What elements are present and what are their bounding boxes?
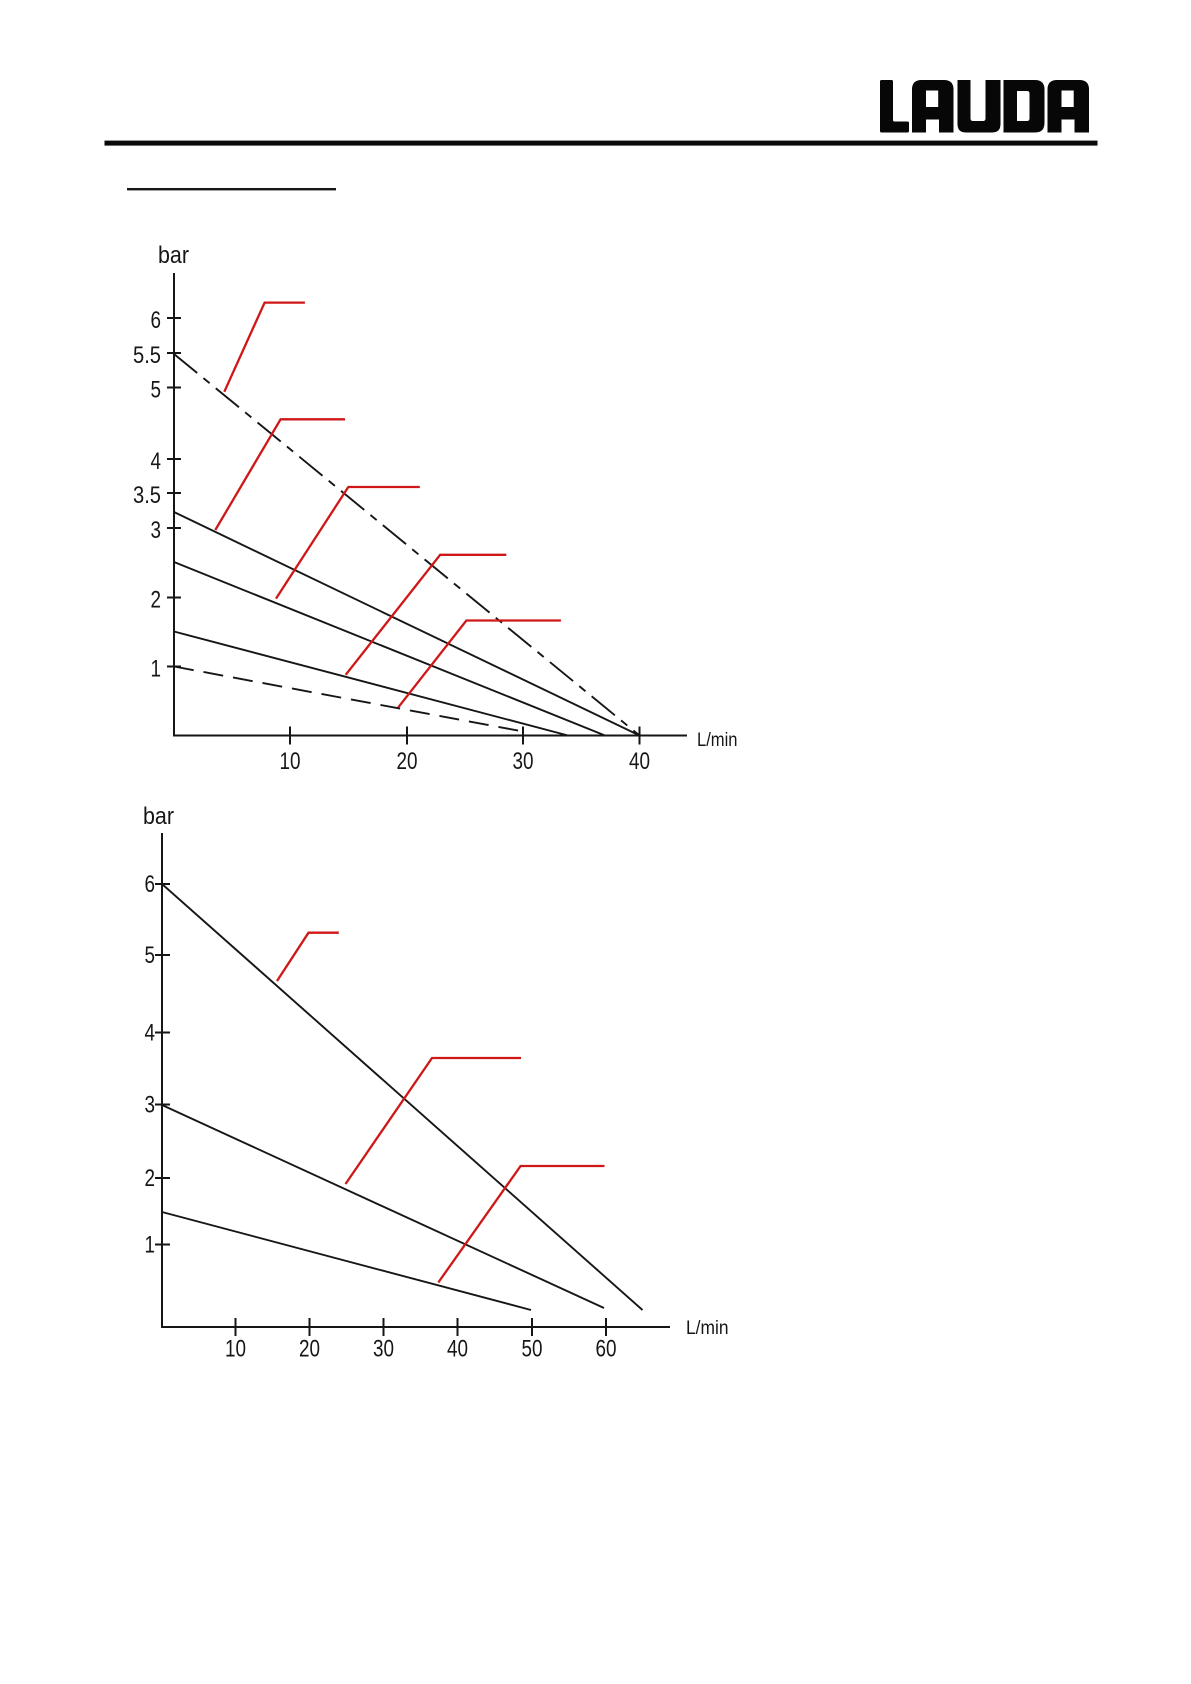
svg-text:50: 50	[522, 1336, 543, 1363]
svg-text:5: 5	[145, 942, 156, 969]
svg-text:1: 1	[151, 656, 162, 683]
svg-text:L/min: L/min	[697, 730, 738, 751]
svg-text:3: 3	[151, 517, 162, 544]
svg-text:4: 4	[151, 448, 162, 475]
svg-text:bar: bar	[143, 803, 174, 830]
svg-text:1: 1	[145, 1232, 156, 1259]
svg-text:5.5: 5.5	[133, 342, 161, 369]
svg-text:40: 40	[447, 1336, 468, 1363]
svg-text:6: 6	[145, 871, 156, 898]
svg-text:10: 10	[225, 1336, 246, 1363]
svg-text:2: 2	[145, 1165, 156, 1192]
svg-text:30: 30	[373, 1336, 394, 1363]
svg-text:3.5: 3.5	[133, 482, 161, 509]
svg-text:4: 4	[145, 1020, 156, 1047]
svg-text:bar: bar	[158, 242, 189, 269]
svg-text:60: 60	[596, 1336, 617, 1363]
svg-text:20: 20	[397, 748, 418, 775]
svg-text:40: 40	[629, 748, 650, 775]
svg-text:30: 30	[513, 748, 534, 775]
svg-text:2: 2	[151, 587, 162, 614]
svg-text:5: 5	[151, 377, 162, 404]
svg-text:L/min: L/min	[686, 1318, 729, 1339]
svg-text:20: 20	[299, 1336, 320, 1363]
svg-text:6: 6	[151, 307, 162, 334]
svg-text:3: 3	[145, 1092, 156, 1119]
svg-text:10: 10	[280, 748, 301, 775]
